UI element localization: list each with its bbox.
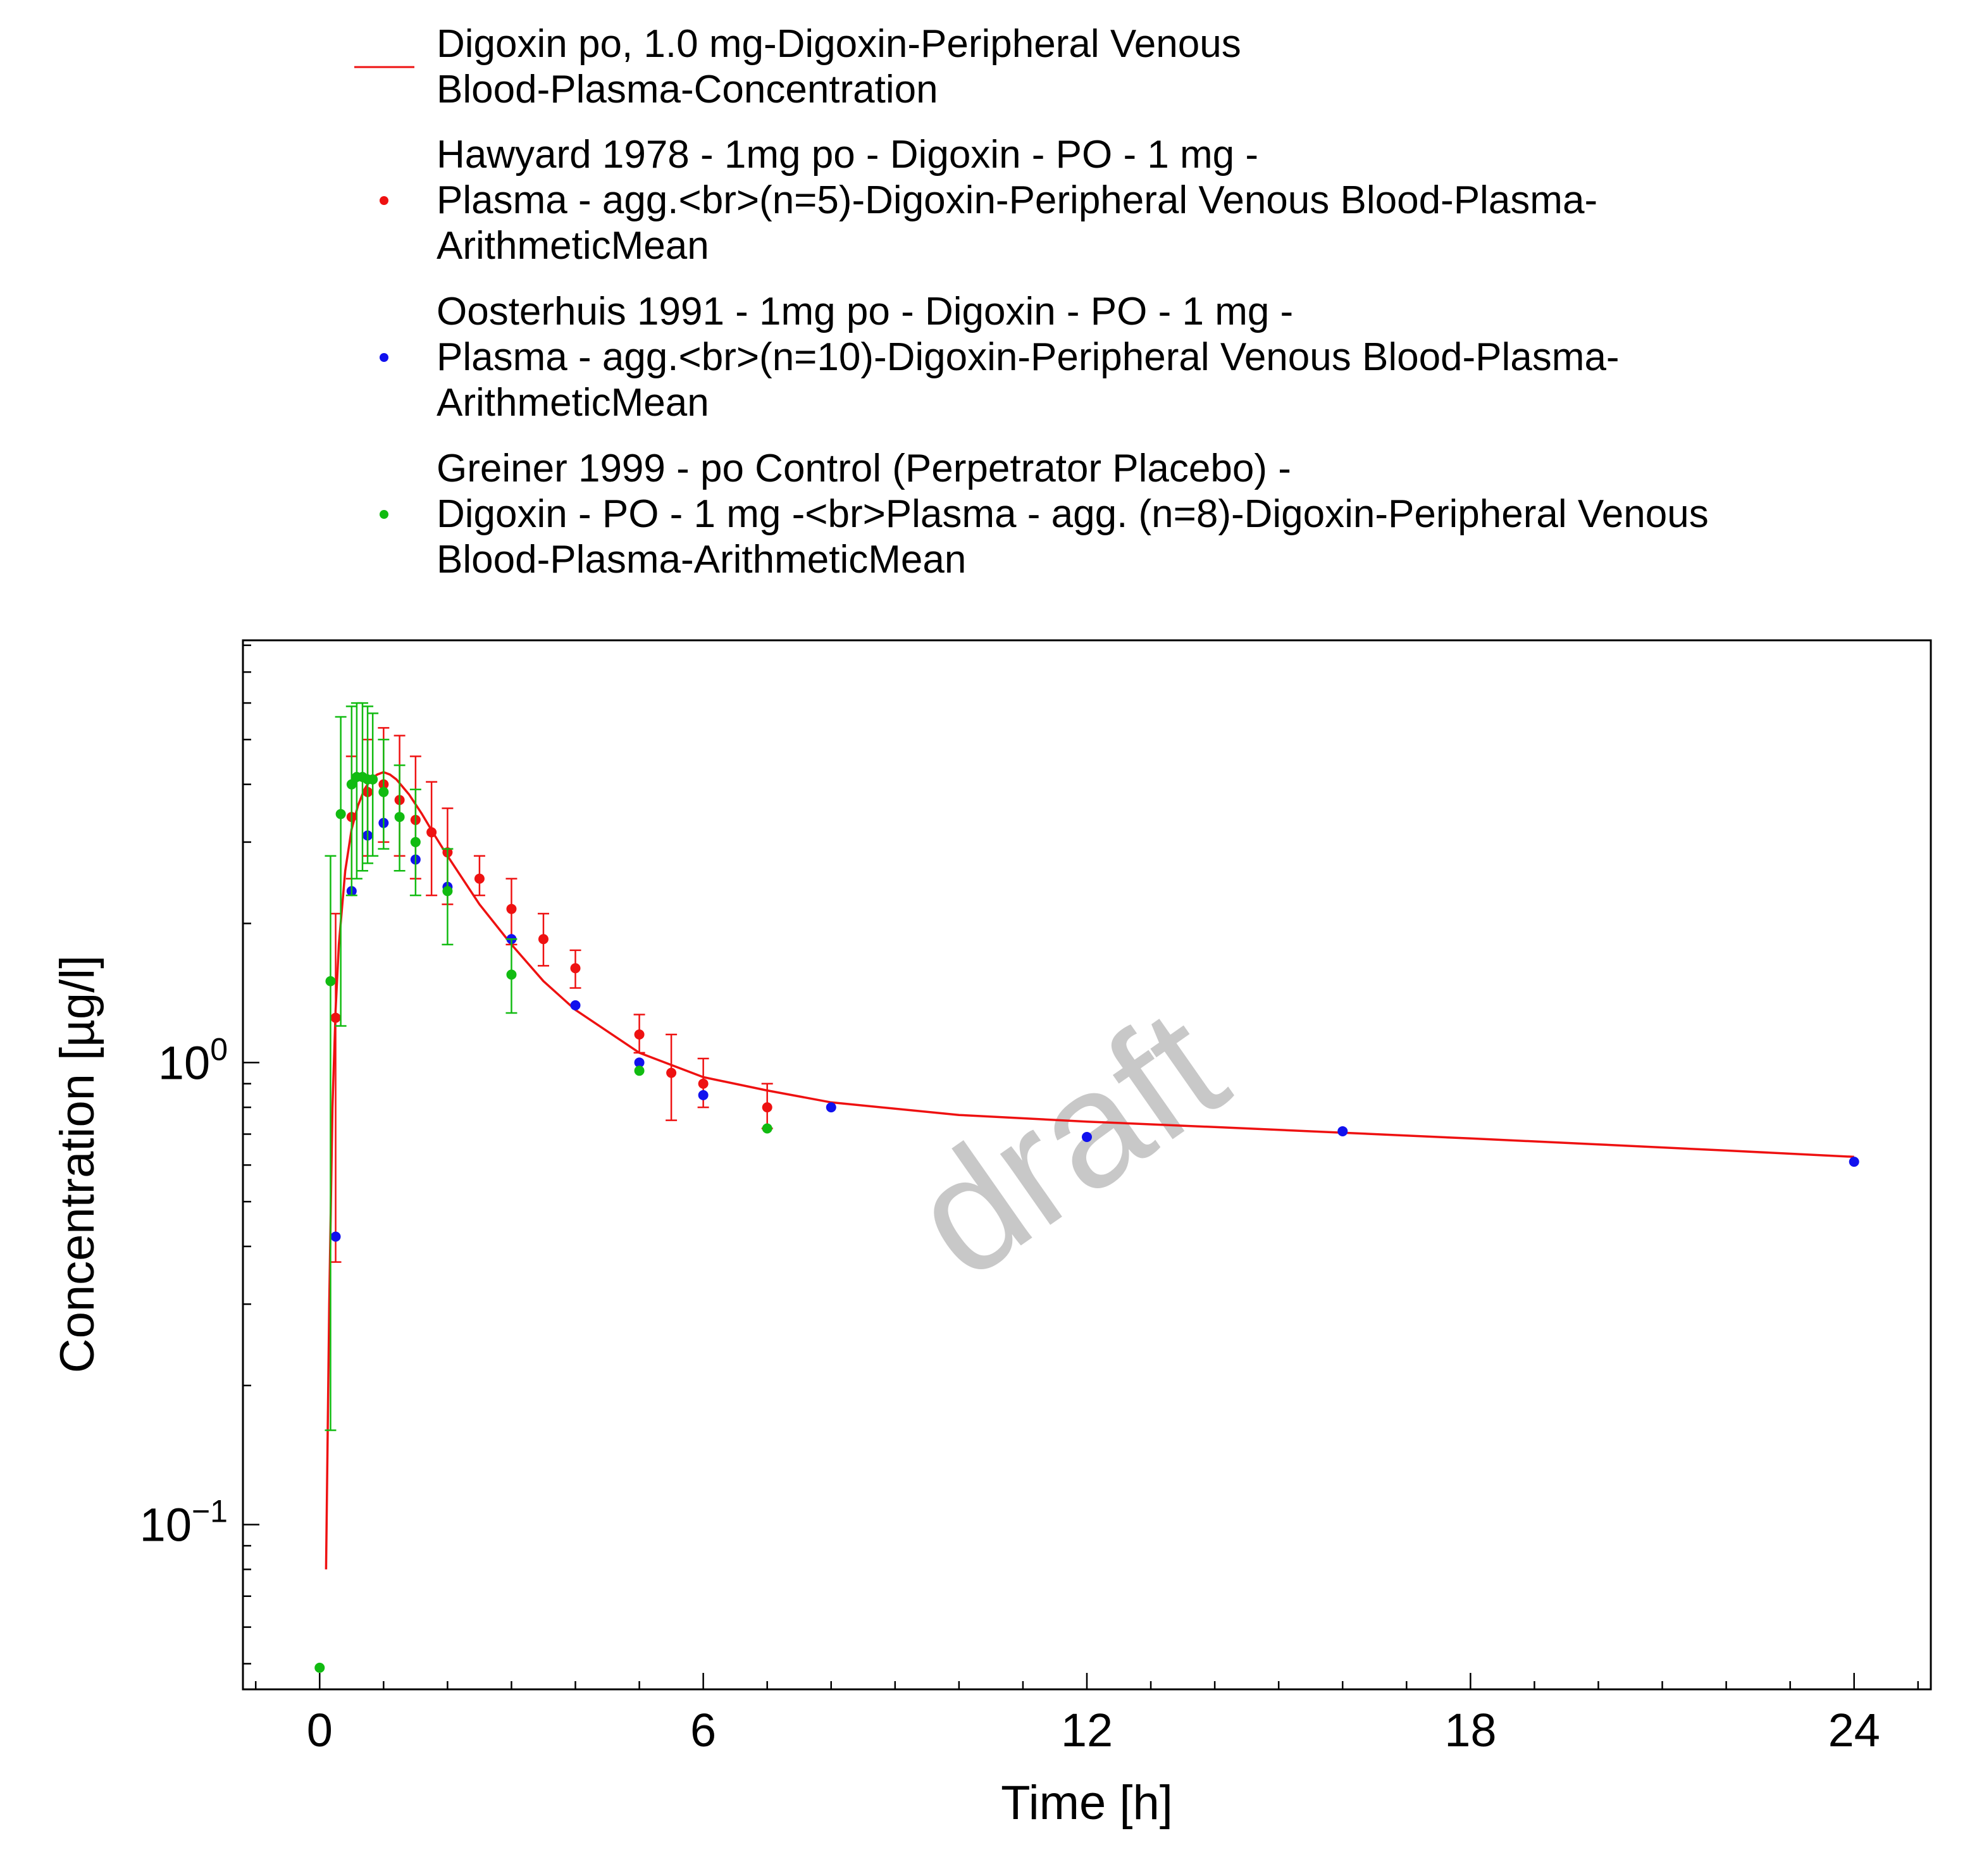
x-axis: 0 6 12 18 24 [254,1673,1919,1756]
watermark: draft [881,974,1256,1313]
data-point [1082,1132,1092,1143]
legend: Digoxin po, 1.0 mg-Digoxin-Peripheral Ve… [354,22,1709,581]
data-point [1849,1157,1859,1167]
legend-entry-text: ArithmeticMean [437,224,709,268]
legend-entry-text: Greiner 1999 - po Control (Perpetrator P… [437,447,1291,490]
data-point [368,774,378,785]
x-tick-label: 12 [1061,1704,1113,1756]
data-point [442,886,453,897]
data-point [506,969,517,980]
data-point [762,1102,772,1113]
series-1 [330,727,773,1263]
legend-entry-text: ArithmeticMean [437,381,709,425]
data-point [330,1012,341,1023]
data-point [325,976,336,986]
data-point [394,812,405,823]
data-point [634,1029,645,1040]
data-point [698,1090,709,1100]
series-0 [325,771,1854,1570]
y-tick-label: 100 [158,1031,228,1089]
legend-entry-text: Blood-Plasma-Concentration [437,68,938,111]
data-point [474,873,485,884]
legend-entry-text: Blood-Plasma-ArithmeticMean [437,538,966,581]
data-point [538,934,548,945]
x-axis-label: Time [h] [1001,1776,1173,1830]
legend-entry-text: Digoxin - PO - 1 mg -<br>Plasma - agg. (… [437,492,1709,536]
x-tick-label: 18 [1444,1704,1496,1756]
x-tick-label: 6 [690,1704,716,1756]
x-tick-label: 24 [1828,1704,1880,1756]
data-point [826,1102,836,1113]
y-tick-label: 10−1 [140,1494,228,1551]
legend-marker-swatch [380,353,388,362]
data-point [378,786,389,797]
data-point [666,1067,677,1078]
legend-entry-text: Plasma - agg.<br>(n=5)-Digoxin-Periphera… [437,178,1597,222]
series-layer [314,702,1859,1673]
legend-entry-text: Digoxin po, 1.0 mg-Digoxin-Peripheral Ve… [437,22,1241,66]
series-2 [330,817,1859,1242]
data-point [1337,1126,1348,1136]
simulation-line [325,771,1854,1570]
legend-marker-swatch [380,510,388,519]
data-point [634,1057,645,1068]
series-3 [314,702,772,1673]
data-point [762,1123,772,1134]
y-axis-label: Concentration [µg/l] [51,955,104,1374]
data-point [570,963,581,974]
data-point [634,1065,645,1076]
data-point [570,1000,581,1010]
data-point [426,827,437,838]
legend-marker-swatch [380,196,388,205]
legend-entry-text: Hawyard 1978 - 1mg po - Digoxin - PO - 1… [437,133,1258,177]
x-tick-label: 0 [307,1704,333,1756]
data-point [330,1231,341,1242]
data-point [410,836,421,847]
data-point [346,779,357,790]
data-point [506,904,517,914]
data-point [335,809,346,819]
y-axis: 10−1 100 [140,644,259,1665]
data-point [698,1078,709,1089]
legend-entry-text: Plasma - agg.<br>(n=10)-Digoxin-Peripher… [437,335,1620,379]
data-point [314,1662,325,1673]
legend-entry-text: Oosterhuis 1991 - 1mg po - Digoxin - PO … [437,290,1293,333]
